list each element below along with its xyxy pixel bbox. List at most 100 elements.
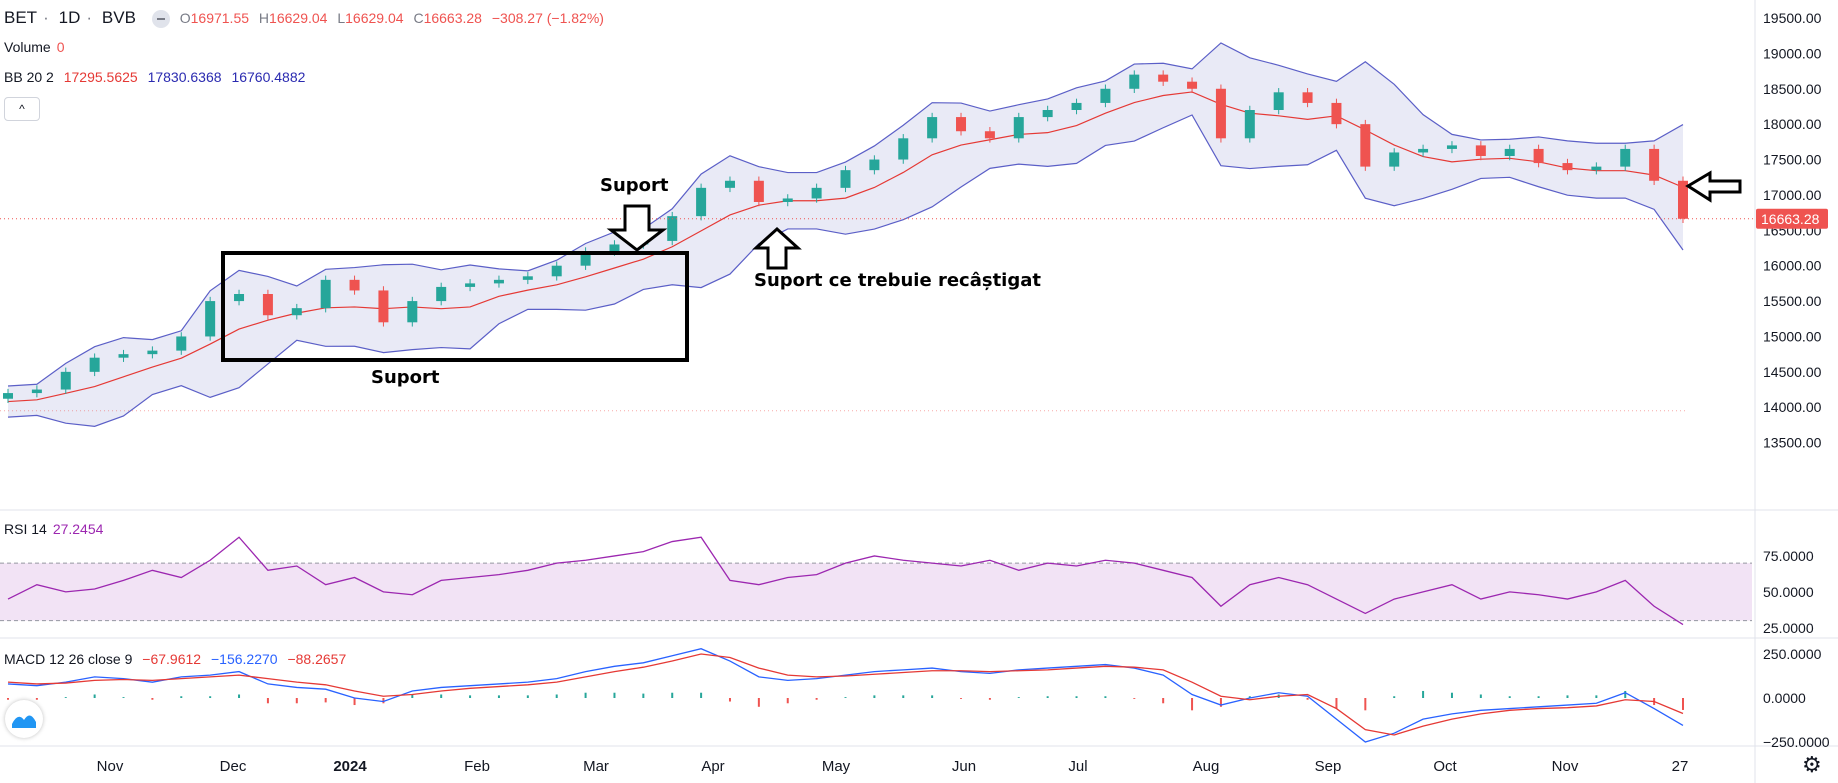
candle	[1215, 88, 1226, 139]
last-price-badge: 16663.28	[1756, 208, 1828, 229]
candle	[1158, 74, 1169, 82]
low-value: 16629.04	[345, 10, 404, 26]
time-tick-label: Apr	[701, 758, 724, 775]
rsi-tick-label: 25.0000	[1763, 620, 1814, 636]
macd-tick-label: 0.0000	[1763, 690, 1806, 706]
rsi-tick-label: 75.0000	[1763, 548, 1814, 564]
candle	[60, 371, 71, 390]
exchange-label: BVB	[101, 8, 136, 27]
time-axis[interactable]: Nov Dec 2024 Feb Mar Apr May Jun Jul Aug Sep Oct Nov…	[97, 758, 1689, 775]
candle	[1042, 110, 1053, 118]
tradingview-logo-icon[interactable]	[5, 700, 43, 738]
interval-label[interactable]: 1D	[58, 8, 81, 27]
macd-panel[interactable]	[7, 648, 1684, 743]
candle	[1244, 110, 1255, 139]
bb-lower-value: 16760.4882	[231, 69, 306, 85]
candle	[898, 138, 909, 160]
left-arrow-icon	[1685, 170, 1742, 203]
candle	[1302, 92, 1313, 103]
price-tick-label: 13500.00	[1763, 435, 1822, 451]
candle	[349, 279, 360, 291]
bb-upper-value: 17830.6368	[147, 69, 222, 85]
price-panel[interactable]	[0, 42, 1755, 427]
time-tick-label: Jul	[1068, 758, 1087, 775]
candle	[205, 301, 216, 337]
candle	[465, 283, 476, 287]
volume-legend: Volume 0	[4, 39, 71, 55]
macd-tick-label: −250.0000	[1763, 734, 1830, 750]
settings-gear-icon[interactable]: ⚙	[1802, 752, 1822, 777]
time-tick-label: Mar	[583, 758, 609, 775]
rsi-label[interactable]: RSI 14	[4, 521, 47, 537]
price-axis[interactable]: 19500.00 19000.00 18500.00 18000.00 17500.00…	[1756, 10, 1830, 750]
bb-basis-value: 17295.5625	[63, 69, 138, 85]
price-tick-label: 18500.00	[1763, 81, 1822, 97]
candle	[1446, 145, 1457, 149]
rsi-band	[0, 563, 1752, 621]
candle	[320, 279, 331, 309]
candle	[1129, 74, 1140, 89]
time-tick-label: Oct	[1433, 758, 1457, 775]
candle	[984, 131, 995, 139]
candle	[1389, 152, 1400, 167]
macd-label[interactable]: MACD 12 26 close 9	[4, 651, 133, 667]
candle	[551, 265, 562, 277]
candle	[782, 198, 793, 202]
last-price-badge-bg	[1756, 208, 1828, 229]
collapse-legend-button[interactable]: ^	[4, 97, 40, 121]
candle	[869, 159, 880, 171]
candle	[118, 354, 129, 358]
bb-legend: BB 20 2 17295.5625 17830.6368 16760.4882	[4, 69, 311, 85]
bb-label[interactable]: BB 20 2	[4, 69, 54, 85]
candle	[436, 286, 447, 302]
time-tick-label: Nov	[1552, 758, 1579, 775]
candle	[1562, 163, 1573, 171]
candle	[1331, 102, 1342, 125]
rsi-panel[interactable]	[0, 536, 1752, 626]
candle	[811, 187, 822, 199]
candle	[1071, 102, 1082, 110]
price-tick-label: 19000.00	[1763, 45, 1822, 61]
candle	[927, 117, 938, 139]
candle	[1418, 148, 1429, 153]
rsi-legend: RSI 14 27.2454	[4, 521, 109, 537]
candle	[493, 279, 504, 284]
low-label: L	[337, 10, 346, 26]
candle	[667, 216, 678, 241]
close-value: 16663.28	[423, 10, 482, 26]
annotation-support-bottom: Suport	[371, 367, 440, 388]
price-tick-label: 17000.00	[1763, 187, 1822, 203]
bb-lower-line	[7, 114, 1684, 427]
candle	[522, 276, 533, 280]
more-icon[interactable]	[151, 10, 170, 29]
time-tick-label: Nov	[97, 758, 124, 775]
symbol-label[interactable]: BET	[4, 8, 38, 27]
rsi-line	[7, 536, 1684, 626]
volume-value: 0	[56, 39, 65, 55]
open-value: 16971.55	[190, 10, 250, 26]
macd-legend: MACD 12 26 close 9 −67.9612 −156.2270 −8…	[4, 651, 352, 667]
time-tick-label: Aug	[1193, 758, 1220, 775]
candle	[580, 251, 591, 266]
price-tick-label: 15500.00	[1763, 293, 1822, 309]
candle	[3, 393, 13, 399]
time-tick-label: May	[822, 758, 851, 775]
time-tick-label: Sep	[1315, 758, 1342, 775]
macd-signal-value: −88.2657	[287, 651, 347, 667]
candle	[176, 336, 187, 351]
price-tick-label: 14500.00	[1763, 364, 1822, 380]
candle	[1013, 117, 1024, 139]
candle	[956, 117, 967, 132]
candle	[696, 187, 707, 217]
close-label: C	[413, 10, 424, 26]
high-label: H	[258, 10, 270, 26]
candle	[1475, 145, 1486, 156]
open-label: O	[179, 10, 191, 26]
candle	[234, 294, 245, 302]
bb-basis-line	[7, 91, 1684, 403]
volume-label[interactable]: Volume	[4, 39, 51, 55]
candle	[378, 290, 389, 323]
candle	[291, 308, 302, 316]
candle	[31, 389, 42, 394]
